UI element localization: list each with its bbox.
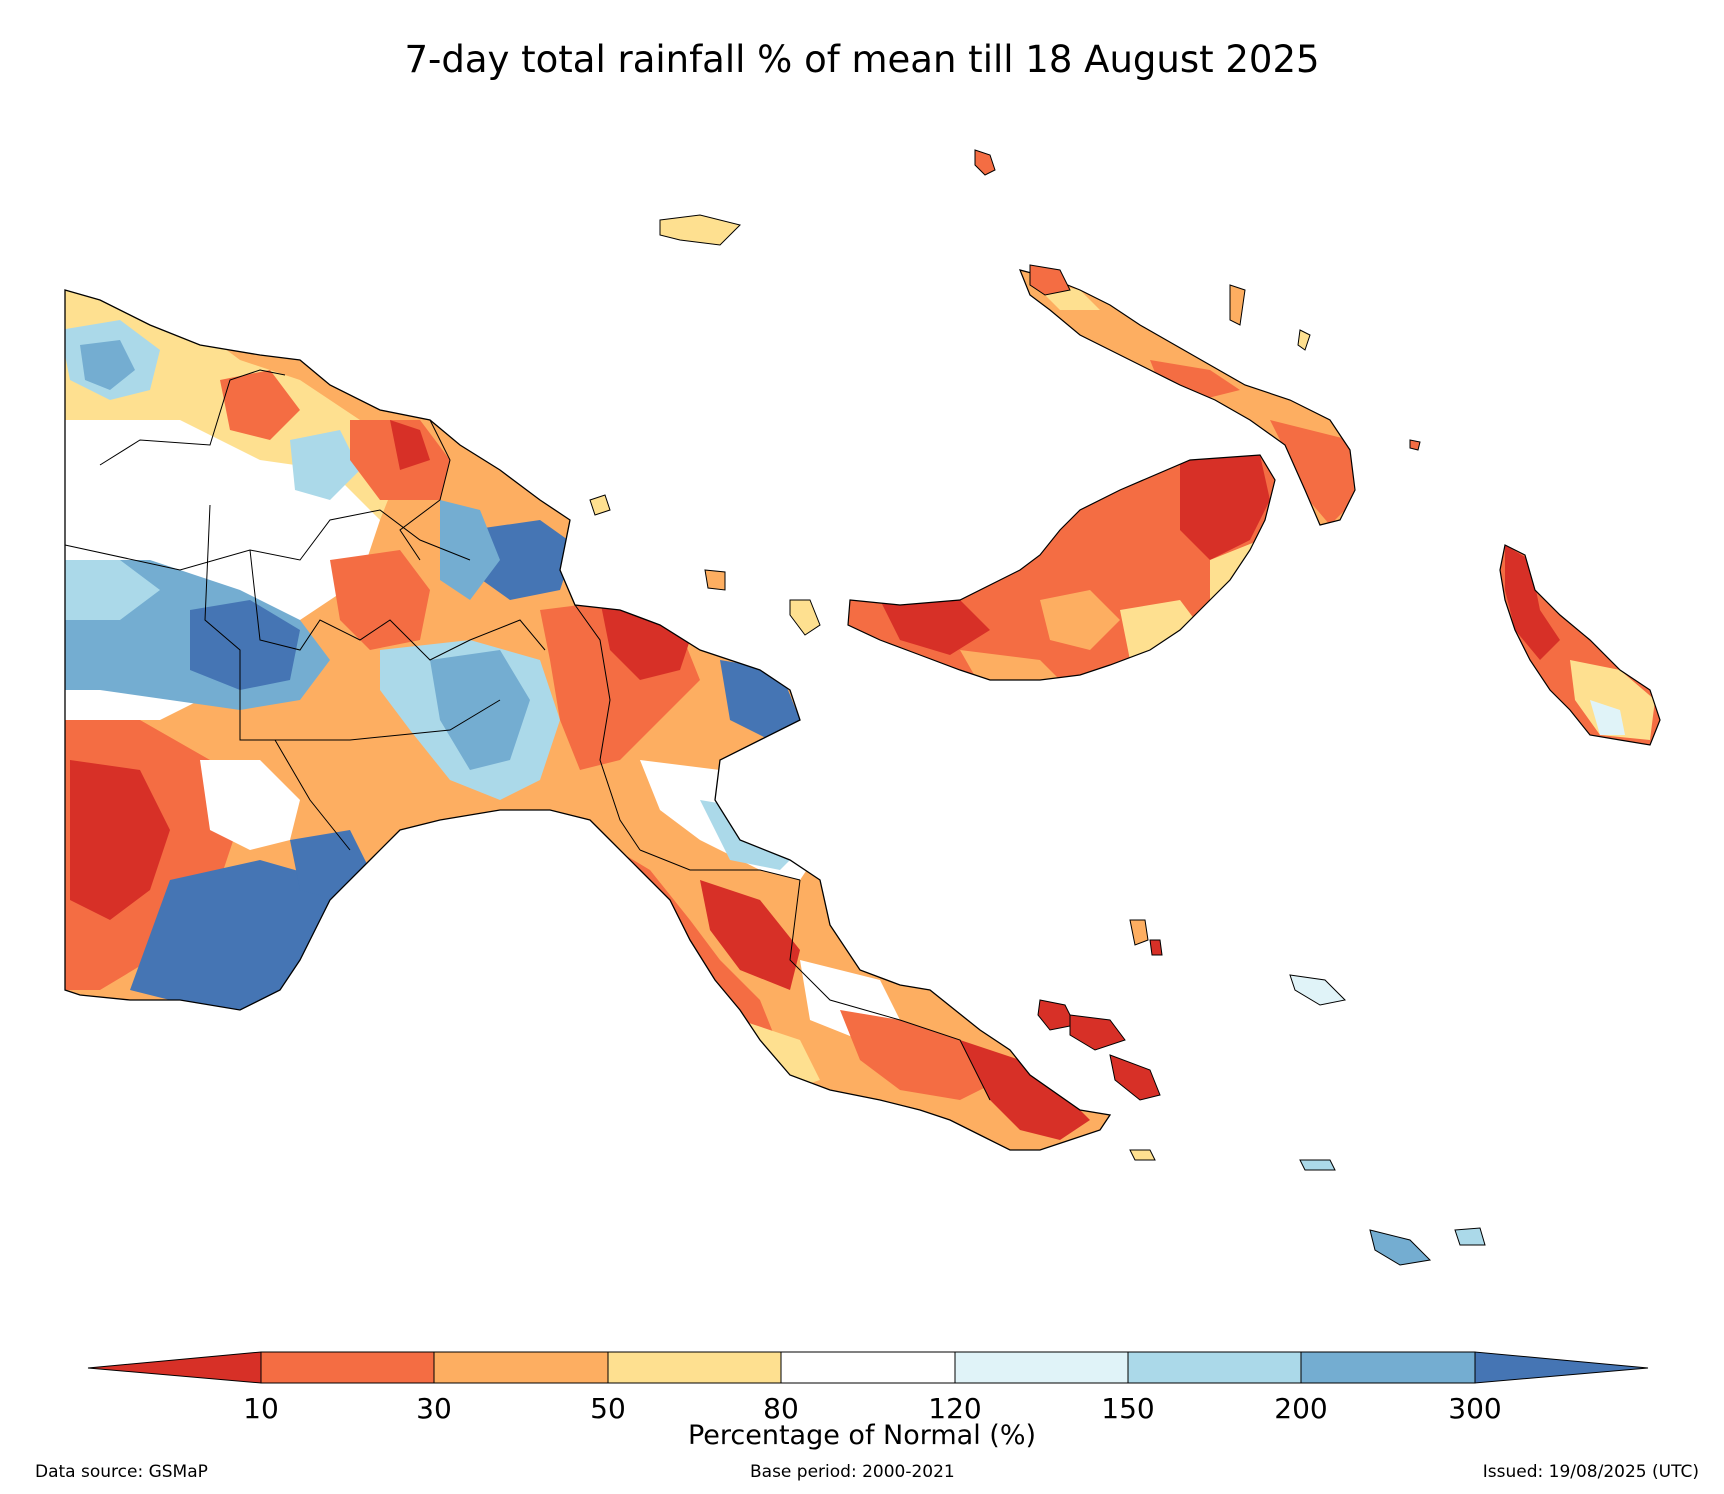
data-source-note: Data source: GSMaP (35, 1462, 208, 1482)
colorbar-bin (1127, 1351, 1302, 1384)
colorbar-bin (1300, 1351, 1476, 1384)
colorbar-tick-label: 30 (416, 1392, 452, 1425)
colorbar-bin (954, 1351, 1129, 1384)
new-britain-outline (847, 454, 1276, 681)
bougainville-outline (1499, 544, 1661, 746)
mainland-outline (64, 289, 1112, 1151)
colorbar-tick-label: 120 (928, 1392, 982, 1425)
base-period-note: Base period: 2000-2021 (750, 1462, 955, 1482)
colorbar-tick-label: 80 (763, 1392, 799, 1425)
map-title: 7-day total rainfall % of mean till 18 A… (404, 38, 1320, 81)
issued-note: Issued: 19/08/2025 (UTC) (1482, 1462, 1699, 1482)
colorbar-min-extend (87, 1351, 262, 1384)
colorbar-label: Percentage of Normal (%) (687, 1420, 1037, 1451)
colorbar-tick-label: 150 (1101, 1392, 1155, 1425)
colorbar-tick-label: 50 (590, 1392, 626, 1425)
colorbar-tick-label: 300 (1448, 1392, 1502, 1425)
new-ireland-outline (1018, 269, 1356, 526)
colorbar-bin (607, 1351, 782, 1384)
province-boundaries (64, 369, 991, 1101)
colorbar-tick-label: 10 (243, 1392, 279, 1425)
colorbar-bin (260, 1351, 435, 1384)
colorbar-tick-label: 200 (1274, 1392, 1328, 1425)
colorbar-bin (780, 1351, 956, 1384)
small-islands (589, 149, 1486, 1266)
colorbar-bin (433, 1351, 609, 1384)
colorbar-max-extend (1474, 1351, 1649, 1384)
